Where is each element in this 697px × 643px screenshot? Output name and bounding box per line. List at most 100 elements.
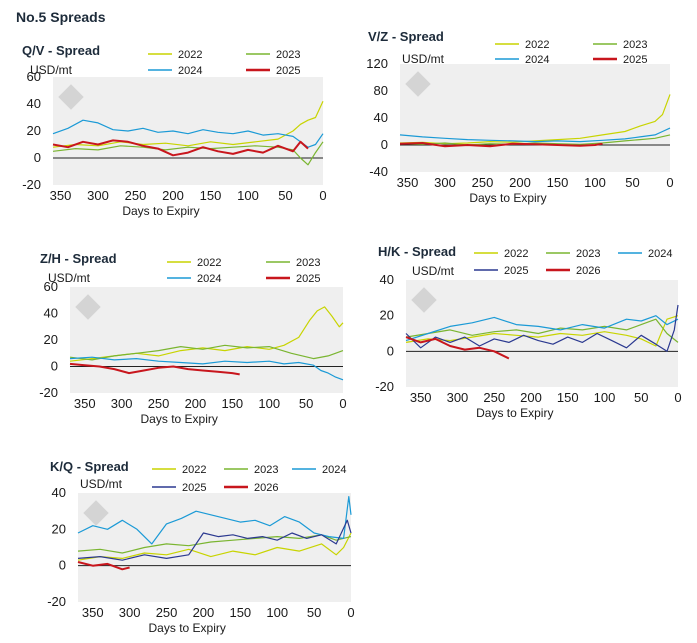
x-tick-label: 100 (594, 390, 616, 405)
legend-label: 2024 (648, 248, 672, 260)
chart-title: Q/V - Spread (22, 43, 100, 58)
series-line-2025 (52, 139, 309, 157)
legend-label: 2024 (525, 54, 549, 66)
chart-kq-spread: K/Q - Spread USD/mt -20 0 20 40 350 300 250 200 15… (47, 459, 354, 635)
y-tick-label: 40 (52, 485, 66, 500)
x-tick-label: 100 (584, 175, 606, 190)
watermark-logo (405, 71, 431, 97)
y-tick-label: -20 (375, 379, 394, 394)
x-tick-label: 0 (319, 188, 326, 203)
y-axis-unit: USD/mt (80, 477, 123, 491)
x-tick-label: 250 (156, 605, 178, 620)
watermark-logo (411, 287, 437, 313)
legend-label: 2025 (623, 54, 647, 66)
plot-area (406, 280, 678, 387)
x-tick-label: 200 (193, 605, 215, 620)
legend-label: 2025 (182, 482, 206, 494)
x-axis-label: Days to Expiry (141, 412, 218, 426)
x-tick-label: 100 (258, 396, 280, 411)
legend-label: 2024 (178, 65, 202, 77)
x-tick-label: 50 (634, 390, 648, 405)
y-tick-label: -20 (22, 177, 41, 192)
legend-label: 2022 (525, 39, 549, 51)
plot-area (400, 64, 670, 172)
plot-area (70, 287, 343, 393)
chart-vz-spread: V/Z - Spread USD/mt -40 0 40 80 120 350 300 250 20… (366, 29, 673, 205)
x-tick-label: 50 (299, 396, 313, 411)
y-axis-unit: USD/mt (402, 52, 445, 66)
series-line-2025 (77, 519, 352, 561)
x-tick-label: 150 (200, 188, 222, 203)
x-tick-label: 200 (162, 188, 184, 203)
legend-label: 2023 (296, 257, 320, 269)
y-axis-unit: USD/mt (48, 271, 91, 285)
x-tick-label: 350 (397, 175, 419, 190)
legend-label: 2025 (504, 265, 528, 277)
page-title: No.5 Spreads (16, 9, 106, 25)
y-tick-label: 0 (381, 137, 388, 152)
x-tick-label: 50 (625, 175, 639, 190)
x-tick-label: 200 (520, 390, 542, 405)
x-tick-label: 150 (229, 605, 251, 620)
series-line-2024 (69, 356, 344, 381)
y-tick-label: 40 (374, 110, 388, 125)
x-tick-label: 350 (410, 390, 432, 405)
series-line-2025 (69, 362, 240, 376)
x-tick-label: 300 (434, 175, 456, 190)
x-tick-label: 250 (472, 175, 494, 190)
legend-label: 2022 (182, 464, 206, 476)
legend-label: 2026 (254, 482, 278, 494)
legend-label: 2022 (197, 257, 221, 269)
y-tick-label: 120 (366, 56, 388, 71)
y-tick-label: 20 (380, 308, 394, 323)
x-tick-label: 150 (547, 175, 569, 190)
y-axis-unit: USD/mt (30, 63, 73, 77)
chart-qv-spread: Q/V - Spread USD/mt -20 0 20 40 60 350 300 250 200… (22, 43, 327, 218)
x-tick-label: 0 (339, 396, 346, 411)
legend-label: 2023 (276, 49, 300, 61)
series-line-2026 (405, 336, 510, 360)
series-line-2023 (399, 134, 671, 146)
y-tick-label: -40 (369, 164, 388, 179)
x-axis-label: Days to Expiry (469, 191, 546, 205)
series-line-2024 (77, 496, 352, 545)
x-tick-label: 300 (119, 605, 141, 620)
y-tick-label: 0 (34, 150, 41, 165)
legend-label: 2022 (504, 248, 528, 260)
x-axis-label: Days to Expiry (149, 621, 226, 635)
series-line-2023 (52, 141, 324, 166)
chart-title: H/K - Spread (378, 244, 456, 259)
x-tick-label: 200 (185, 396, 207, 411)
x-tick-label: 300 (111, 396, 133, 411)
y-tick-label: -20 (39, 385, 58, 400)
legend-label: 2023 (254, 464, 278, 476)
chart-title: K/Q - Spread (50, 459, 129, 474)
x-tick-label: 0 (347, 605, 354, 620)
x-tick-label: 350 (74, 396, 96, 411)
x-tick-label: 250 (125, 188, 147, 203)
watermark-logo (75, 294, 101, 320)
x-tick-label: 50 (278, 188, 292, 203)
x-tick-label: 300 (87, 188, 109, 203)
legend-label: 2024 (197, 273, 221, 285)
x-tick-label: 300 (447, 390, 469, 405)
y-tick-label: 20 (44, 332, 58, 347)
watermark-logo (58, 84, 84, 110)
series-line-2022 (52, 101, 324, 148)
series-line-2024 (405, 315, 679, 342)
y-axis-unit: USD/mt (412, 264, 455, 278)
series-line-2023 (69, 344, 344, 361)
x-axis-label: Days to Expiry (122, 204, 199, 218)
x-tick-label: 0 (666, 175, 673, 190)
y-tick-label: 40 (380, 272, 394, 287)
x-tick-label: 50 (307, 605, 321, 620)
x-tick-label: 150 (557, 390, 579, 405)
x-tick-label: 100 (237, 188, 259, 203)
y-tick-label: 20 (52, 521, 66, 536)
x-tick-label: 350 (50, 188, 72, 203)
series-line-2026 (77, 561, 130, 571)
series-line-2024 (52, 119, 324, 148)
y-tick-label: 40 (44, 306, 58, 321)
y-tick-label: 60 (44, 279, 58, 294)
chart-hk-spread: H/K - Spread USD/mt -20 0 20 40 350 300 250 200 15… (375, 244, 681, 420)
